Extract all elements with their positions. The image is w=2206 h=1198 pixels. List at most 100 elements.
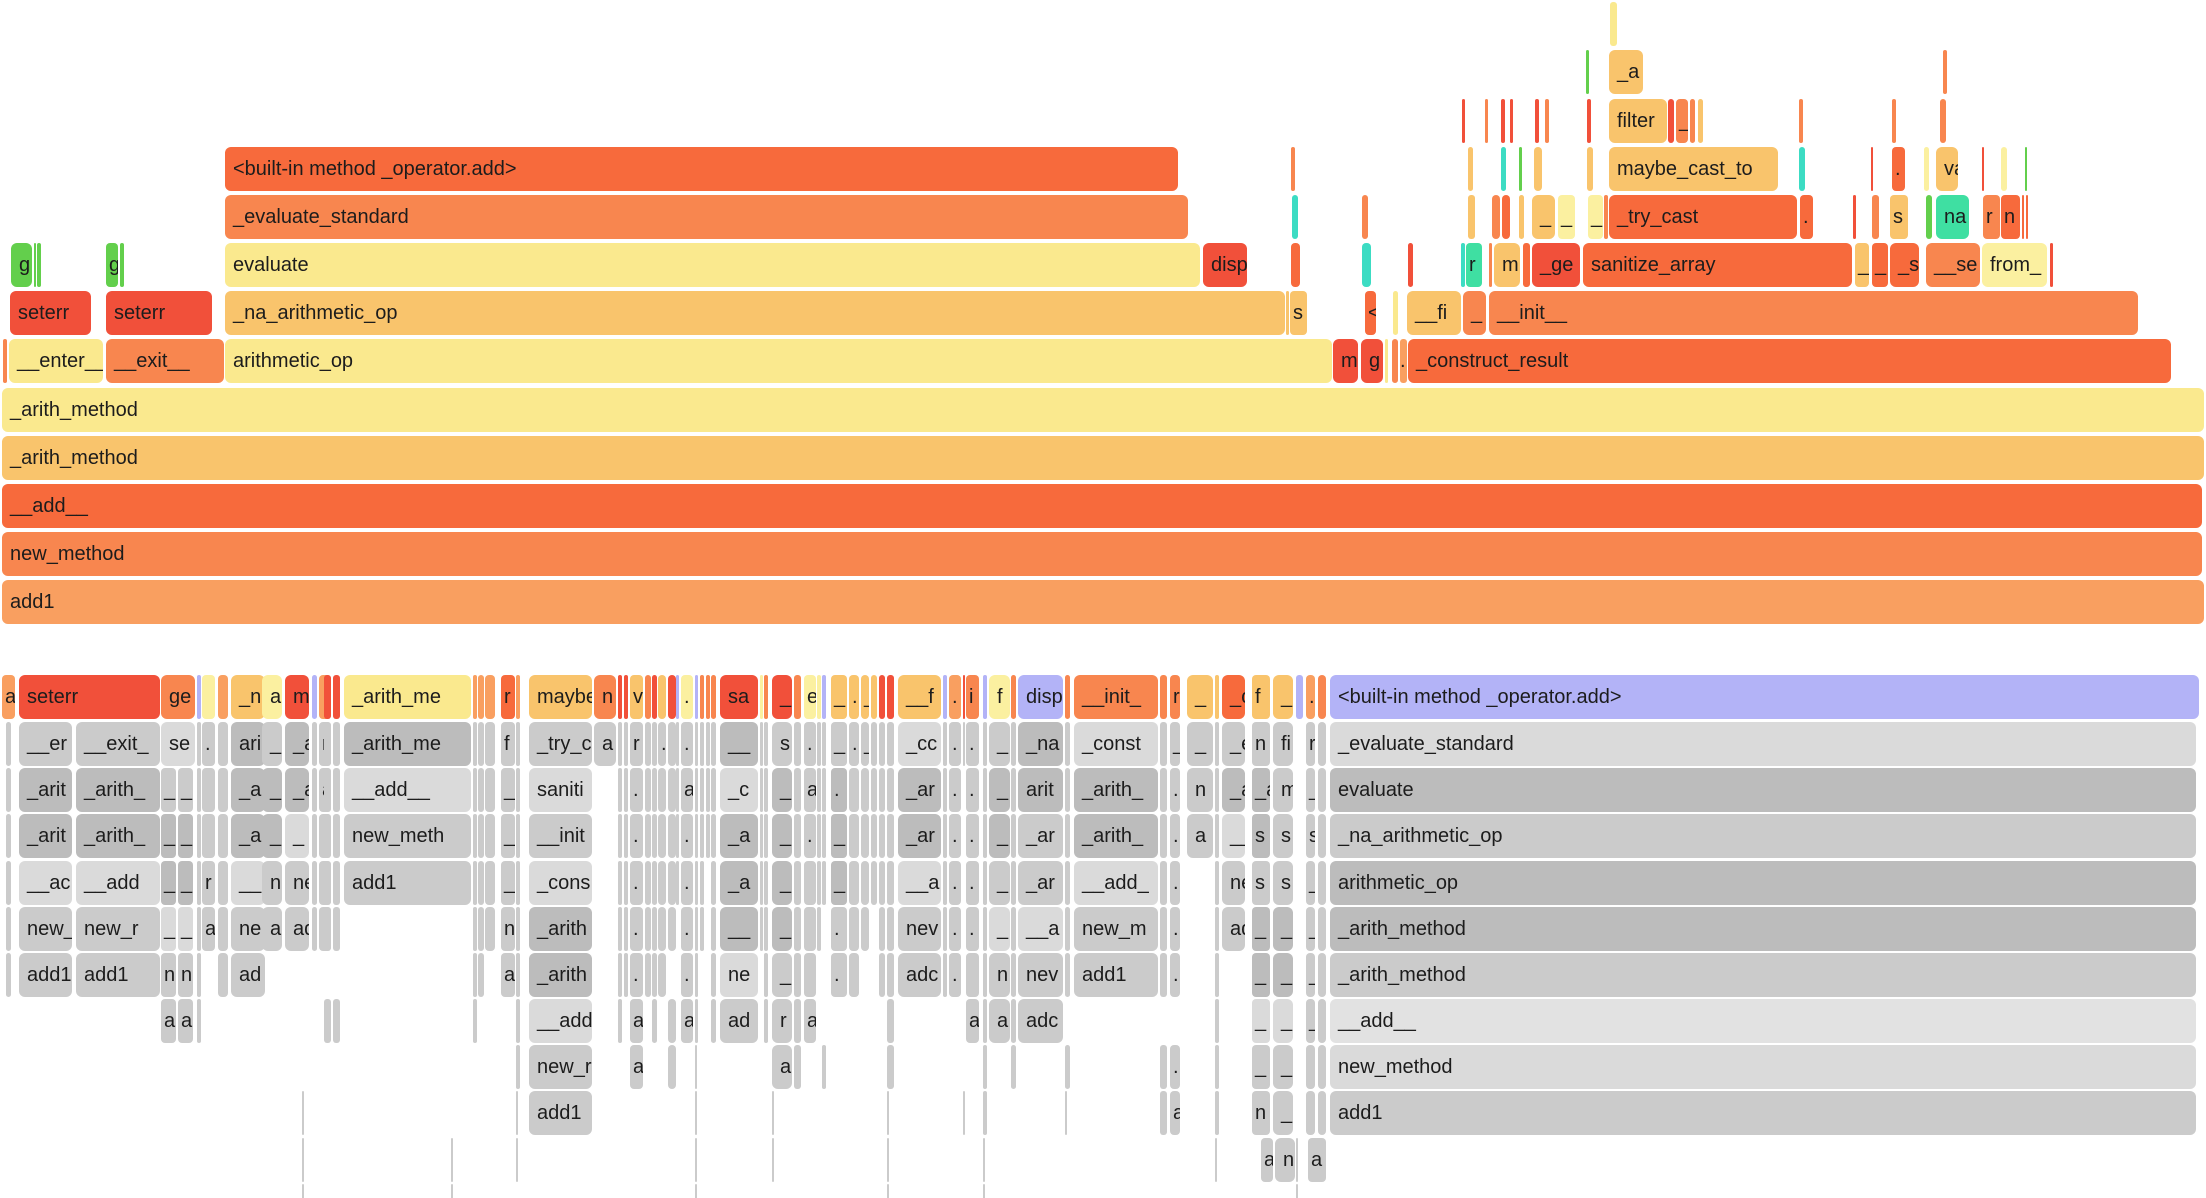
frame-bar-.[interactable]: .	[949, 768, 961, 812]
frame-bar[interactable]	[1215, 814, 1219, 858]
frame-bar[interactable]	[760, 861, 763, 905]
frame-bar[interactable]	[1215, 999, 1219, 1043]
frame-bar[interactable]	[676, 861, 679, 905]
frame-bar-s[interactable]: s	[1306, 814, 1315, 858]
frame-bar[interactable]	[1940, 99, 1946, 143]
frame-bar[interactable]	[645, 722, 651, 766]
frame-bar-.[interactable]: .	[966, 861, 979, 905]
frame-bar-n[interactable]: n	[989, 953, 1010, 997]
frame-bar[interactable]	[695, 768, 698, 812]
frame-bar-_[interactable]: _	[1273, 1045, 1293, 1089]
frame-bar[interactable]	[668, 1045, 676, 1089]
frame-bar-_construct_result[interactable]: _construct_result	[1408, 339, 2171, 383]
frame-bar-__init__[interactable]: __init__	[1489, 291, 2138, 335]
frame-bar[interactable]	[624, 861, 628, 905]
frame-bar[interactable]	[760, 814, 763, 858]
frame-bar-new_[interactable]: new_	[19, 907, 72, 951]
frame-bar[interactable]	[1286, 291, 1289, 335]
frame-bar-_arit[interactable]: _arit	[19, 768, 72, 812]
frame-bar[interactable]	[1160, 861, 1167, 905]
frame-bar[interactable]	[772, 1091, 774, 1135]
frame-bar-s[interactable]: s	[1290, 291, 1307, 335]
frame-bar[interactable]	[817, 907, 821, 951]
frame-bar[interactable]	[966, 953, 979, 997]
frame-bar-g[interactable]: g	[106, 243, 118, 287]
frame-bar-.[interactable]: .	[681, 722, 693, 766]
frame-bar[interactable]	[618, 722, 622, 766]
frame-bar[interactable]	[822, 861, 826, 905]
frame-bar[interactable]	[706, 675, 710, 719]
frame-bar[interactable]	[120, 243, 124, 287]
frame-bar[interactable]	[485, 675, 495, 719]
frame-bar-a[interactable]: a	[202, 907, 215, 951]
frame-bar[interactable]	[485, 722, 495, 766]
frame-bar[interactable]	[983, 722, 987, 766]
frame-bar-.[interactable]: .	[1400, 339, 1407, 383]
frame-bar[interactable]	[1408, 243, 1413, 287]
frame-bar-add1[interactable]: add1	[344, 861, 471, 905]
frame-bar-_[interactable]: _	[1306, 861, 1315, 905]
frame-bar-maybe[interactable]: maybe	[529, 675, 592, 719]
frame-bar[interactable]	[516, 907, 520, 951]
frame-bar-_[interactable]: _	[1187, 675, 1213, 719]
frame-bar[interactable]	[1065, 1091, 1067, 1135]
frame-bar-_const[interactable]: _const	[1074, 722, 1158, 766]
frame-bar[interactable]	[658, 675, 666, 719]
frame-bar[interactable]	[652, 953, 657, 997]
frame-bar-.[interactable]: .	[849, 722, 859, 766]
frame-bar[interactable]	[37, 243, 41, 287]
frame-bar[interactable]	[618, 861, 622, 905]
frame-bar-fi[interactable]: fi	[1273, 722, 1293, 766]
frame-bar[interactable]	[794, 953, 801, 997]
frame-bar[interactable]	[624, 814, 628, 858]
frame-bar[interactable]	[817, 722, 821, 766]
frame-bar[interactable]	[943, 814, 947, 858]
frame-bar-_arith[interactable]: _arith	[529, 907, 592, 951]
frame-bar[interactable]	[34, 243, 36, 287]
frame-bar-r[interactable]: r	[630, 722, 643, 766]
frame-bar[interactable]	[478, 861, 484, 905]
frame-bar-new_m[interactable]: new_m	[1074, 907, 1158, 951]
frame-bar[interactable]	[2026, 195, 2028, 239]
frame-bar-f[interactable]: f	[1252, 675, 1270, 719]
frame-bar-_[interactable]: _	[1273, 907, 1293, 951]
frame-bar[interactable]	[1011, 953, 1016, 997]
frame-bar[interactable]	[695, 1138, 697, 1182]
frame-bar[interactable]	[645, 814, 651, 858]
frame-bar[interactable]	[711, 675, 716, 719]
frame-bar-adc[interactable]: adc	[1018, 999, 1063, 1043]
frame-bar[interactable]	[1462, 99, 1465, 143]
frame-bar[interactable]	[1610, 2, 1617, 46]
frame-bar-add1[interactable]: add1	[19, 953, 72, 997]
frame-bar-_[interactable]: _	[285, 814, 309, 858]
frame-bar[interactable]	[1215, 722, 1219, 766]
frame-bar[interactable]	[202, 814, 215, 858]
frame-bar[interactable]	[1215, 1091, 1219, 1135]
frame-bar-_ar[interactable]: _ar	[898, 814, 941, 858]
frame-bar[interactable]	[700, 722, 704, 766]
frame-bar-g[interactable]: g	[11, 243, 32, 287]
frame-bar[interactable]	[197, 722, 201, 766]
frame-bar[interactable]	[668, 675, 676, 719]
frame-bar-_[interactable]: _	[1252, 953, 1270, 997]
frame-bar[interactable]	[887, 861, 894, 905]
frame-bar-_[interactable]: _	[178, 814, 193, 858]
frame-bar-_[interactable]: _	[161, 768, 176, 812]
frame-bar[interactable]	[1492, 195, 1500, 239]
frame-bar[interactable]	[1160, 953, 1167, 997]
frame-bar[interactable]	[6, 768, 11, 812]
frame-bar-n[interactable]: n	[594, 675, 616, 719]
frame-bar[interactable]	[711, 722, 716, 766]
frame-bar-ge[interactable]: ge	[161, 675, 195, 719]
frame-bar-s[interactable]: s	[1252, 814, 1270, 858]
frame-bar-_arith_method[interactable]: _arith_method	[1330, 953, 2196, 997]
frame-bar[interactable]	[202, 768, 215, 812]
frame-bar[interactable]	[983, 861, 987, 905]
frame-bar-.[interactable]: .	[1170, 907, 1180, 951]
frame-bar-ad[interactable]: ad	[231, 953, 265, 997]
frame-bar[interactable]	[817, 861, 821, 905]
frame-bar-_cc[interactable]: _cc	[898, 722, 941, 766]
frame-bar-_na[interactable]: _na	[1018, 722, 1063, 766]
frame-bar-s[interactable]: s	[1890, 195, 1908, 239]
frame-bar[interactable]	[983, 1138, 985, 1182]
